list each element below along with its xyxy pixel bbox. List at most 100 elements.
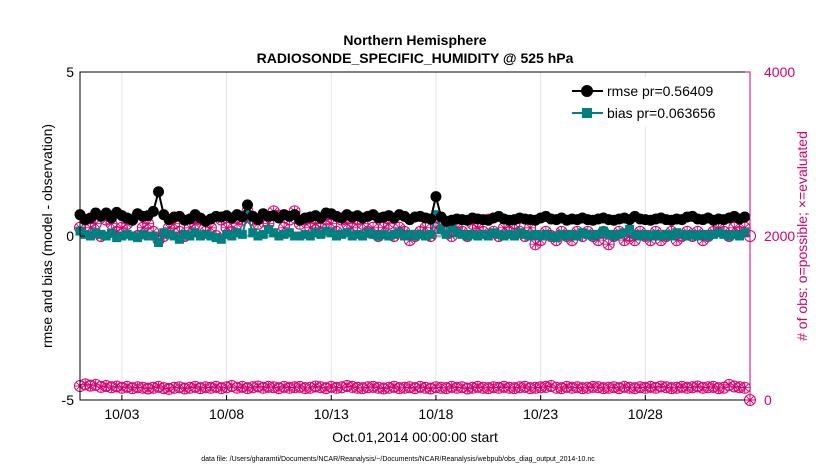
bias-marker <box>609 231 619 241</box>
obs-evaluated-marker <box>263 381 274 392</box>
obs-evaluated-marker <box>420 382 431 393</box>
bias-marker <box>284 228 294 238</box>
obs-evaluated-marker <box>232 218 243 229</box>
obs-evaluated-marker <box>656 381 667 392</box>
x-tick-label: 10/23 <box>523 406 558 422</box>
rmse-marker <box>739 211 751 223</box>
obs-evaluated-marker <box>467 218 478 229</box>
bias-marker <box>180 229 190 239</box>
legend-box <box>568 77 746 127</box>
obs-evaluated-marker <box>394 383 405 394</box>
obs-evaluated-marker <box>404 382 415 393</box>
obs-evaluated-marker <box>378 383 389 394</box>
y-tick-label-right: 0 <box>764 392 772 408</box>
obs-evaluated-marker <box>593 382 604 393</box>
obs-evaluated-marker <box>315 222 326 233</box>
obs-evaluated-marker <box>137 382 148 393</box>
obs-evaluated-marker <box>687 382 698 393</box>
obs-evaluated-marker <box>211 381 222 392</box>
bias-marker <box>389 229 399 239</box>
right-axis: 0 2000 4000 <box>745 64 795 408</box>
obs-evaluated-marker <box>446 381 457 392</box>
obs-evaluated-marker <box>729 222 740 233</box>
obs-evaluated-marker <box>394 222 405 233</box>
bias-marker <box>630 229 640 239</box>
bias-marker <box>504 229 514 239</box>
bias-marker <box>499 231 509 241</box>
bias-marker <box>342 228 352 238</box>
obs-evaluated-marker <box>713 222 724 233</box>
bias-marker <box>462 231 472 241</box>
obs-evaluated-marker <box>101 381 112 392</box>
bias-marker <box>80 229 90 239</box>
bias-marker <box>640 229 650 239</box>
obs-evaluated-marker <box>232 382 243 393</box>
obs-evaluated-marker <box>551 382 562 393</box>
obs-evaluated-marker <box>446 231 457 241</box>
obs-evaluated-marker <box>713 383 724 394</box>
bias-marker <box>452 228 462 238</box>
obs-evaluated-marker <box>399 382 410 393</box>
obs-evaluated-marker <box>216 383 227 394</box>
obs-evaluated-marker <box>163 222 174 233</box>
obs-evaluated-marker <box>441 383 452 394</box>
obs-evaluated-marker <box>739 222 750 233</box>
bias-marker <box>724 231 734 241</box>
bias-marker <box>379 229 389 239</box>
obs-evaluated-marker <box>169 382 180 393</box>
obs-evaluated-marker <box>462 383 473 394</box>
obs-evaluated-marker <box>703 382 714 393</box>
bias-marker <box>394 228 404 238</box>
bias-marker <box>169 231 179 241</box>
obs-evaluated-marker <box>430 222 441 233</box>
obs-evaluated-marker <box>184 382 195 393</box>
obs-evaluated-marker <box>221 382 232 393</box>
obs-evaluated-marker <box>603 382 614 393</box>
obs-evaluated-marker <box>137 222 148 233</box>
bias-marker <box>195 231 205 241</box>
obs-evaluated-marker <box>389 381 400 392</box>
bias-marker <box>148 231 158 241</box>
rmse-marker <box>147 205 159 217</box>
obs-evaluated-marker <box>509 383 520 394</box>
obs-evaluated-marker <box>587 381 598 392</box>
obs-evaluated-marker <box>143 218 154 229</box>
obs-evaluated-marker <box>195 383 206 394</box>
obs-evaluated-marker <box>347 222 358 233</box>
obs-evaluated-marker <box>692 381 703 392</box>
bias-marker <box>515 228 525 238</box>
bias-marker <box>415 229 425 239</box>
obs-evaluated-marker <box>624 231 635 241</box>
obs-evaluated-marker <box>488 382 499 393</box>
rmse-marker <box>153 186 165 198</box>
bias-marker <box>321 226 331 236</box>
obs-evaluated-marker <box>608 382 619 393</box>
obs-evaluated-marker <box>347 381 358 392</box>
bias-marker <box>735 231 745 241</box>
obs-evaluated-marker <box>425 383 436 394</box>
obs-evaluated-marker <box>498 222 509 233</box>
obs-evaluated-marker <box>163 383 174 394</box>
bias-marker <box>687 229 697 239</box>
obs-evaluated-marker <box>106 382 117 393</box>
bias-marker <box>457 229 467 239</box>
obs-evaluated-marker <box>378 222 389 233</box>
obs-evaluated-marker <box>556 383 567 394</box>
bias-marker <box>578 228 587 238</box>
obs-evaluated-marker <box>90 218 101 229</box>
bias-marker <box>117 231 127 241</box>
x-tick-label: 10/08 <box>209 406 244 422</box>
obs-evaluated-marker <box>85 222 96 233</box>
obs-evaluated-marker <box>326 218 337 229</box>
obs-evaluated-marker <box>420 222 431 233</box>
bias-marker <box>363 228 373 238</box>
bias-marker <box>441 229 451 239</box>
y-axis-label-left: rmse and bias (model - observation) <box>39 124 55 348</box>
x-axis-label: Oct.01,2014 00:00:00 start <box>332 429 498 445</box>
bias-marker <box>316 229 326 239</box>
bias-marker <box>468 229 478 239</box>
obs-evaluated-marker <box>289 382 300 393</box>
obs-evaluated-marker <box>273 383 284 394</box>
